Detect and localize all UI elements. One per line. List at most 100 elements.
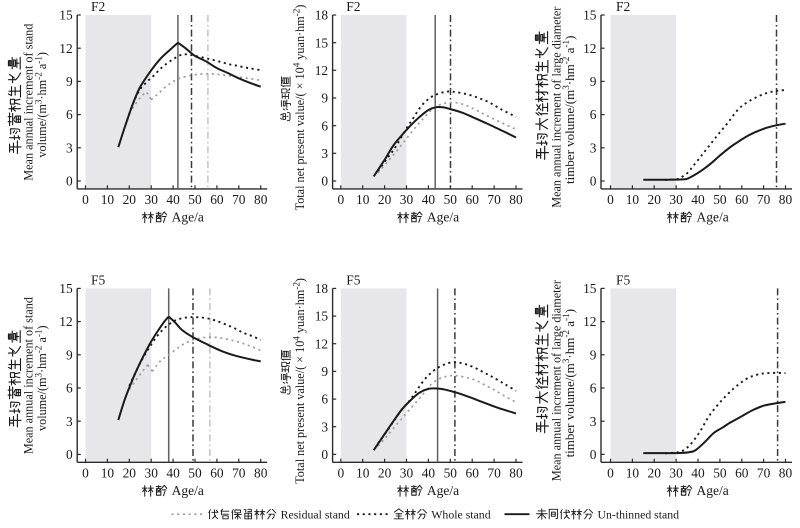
svg-text:3: 3 (590, 140, 597, 155)
svg-text:9: 9 (66, 347, 73, 362)
svg-text:F2: F2 (346, 0, 360, 14)
svg-text:50: 50 (188, 192, 202, 207)
svg-text:18: 18 (315, 281, 329, 296)
svg-text:40: 40 (691, 192, 705, 207)
svg-text:10: 10 (626, 466, 640, 481)
svg-text:80: 80 (779, 466, 793, 481)
svg-text:12: 12 (315, 336, 328, 351)
svg-text:12: 12 (59, 41, 72, 56)
svg-text:40: 40 (166, 192, 180, 207)
svg-text:60: 60 (210, 466, 224, 481)
svg-text:Age/a: Age/a (427, 483, 459, 498)
svg-text:30: 30 (669, 192, 683, 207)
svg-text:F2: F2 (91, 0, 105, 14)
svg-text:9: 9 (321, 364, 328, 379)
svg-text:40: 40 (422, 466, 436, 481)
svg-text:10: 10 (356, 192, 370, 207)
svg-text:0: 0 (321, 174, 328, 189)
svg-text:timber volume/(m3​·hm-2​ a-1​): timber volume/(m3​·hm-2​ a-1​) (561, 36, 577, 184)
svg-text:6: 6 (590, 381, 597, 396)
svg-text:15: 15 (59, 8, 73, 23)
svg-text:6: 6 (66, 381, 73, 396)
svg-text:30: 30 (669, 466, 683, 481)
svg-text:60: 60 (466, 466, 480, 481)
svg-text:Mean annual increment of stand: Mean annual increment of stand (22, 24, 36, 181)
svg-text:0: 0 (590, 174, 597, 189)
svg-text:12: 12 (583, 41, 596, 56)
svg-text:40: 40 (422, 192, 436, 207)
svg-text:Mean annual increment of stand: Mean annual increment of stand (22, 297, 36, 454)
svg-text:0: 0 (82, 466, 89, 481)
svg-text:70: 70 (757, 192, 771, 207)
svg-text:F2: F2 (616, 0, 630, 14)
svg-text:80: 80 (254, 192, 268, 207)
svg-text:Total net present value/( × 10: Total net present value/( × 104​ yuan·hm… (291, 5, 307, 211)
svg-text:timber volume/(m3​·hm-2​ a-1​): timber volume/(m3​·hm-2​ a-1​) (561, 309, 577, 457)
svg-text:0: 0 (607, 466, 614, 481)
svg-text:12: 12 (315, 63, 328, 78)
svg-text:20: 20 (123, 192, 137, 207)
svg-text:3: 3 (321, 146, 328, 161)
svg-text:10: 10 (356, 466, 370, 481)
svg-text:0: 0 (607, 192, 614, 207)
svg-text:6: 6 (321, 392, 328, 407)
svg-text:20: 20 (648, 466, 662, 481)
svg-text:60: 60 (210, 192, 224, 207)
svg-text:30: 30 (400, 192, 414, 207)
svg-text:F5: F5 (91, 272, 106, 287)
svg-text:15: 15 (583, 8, 597, 23)
svg-text:Un-thinned stand: Un-thinned stand (598, 507, 680, 521)
svg-text:50: 50 (188, 466, 202, 481)
svg-text:6: 6 (66, 107, 73, 122)
svg-text:0: 0 (82, 192, 89, 207)
svg-text:0: 0 (337, 192, 344, 207)
svg-text:80: 80 (779, 192, 793, 207)
svg-text:Total net present value/( × 10: Total net present value/( × 104​ yuan·hm… (291, 278, 307, 484)
svg-text:9: 9 (590, 74, 597, 89)
svg-text:40: 40 (691, 466, 705, 481)
svg-text:70: 70 (487, 466, 501, 481)
svg-text:9: 9 (66, 74, 73, 89)
svg-text:50: 50 (713, 192, 727, 207)
svg-text:Age/a: Age/a (172, 483, 204, 498)
svg-text:10: 10 (101, 466, 115, 481)
svg-text:Mean annual increment of large: Mean annual increment of large diameter (549, 7, 563, 208)
svg-text:12: 12 (583, 314, 596, 329)
svg-text:20: 20 (378, 192, 392, 207)
svg-text:0: 0 (66, 447, 73, 462)
svg-text:9: 9 (590, 347, 597, 362)
svg-text:F5: F5 (616, 272, 631, 287)
svg-text:3: 3 (66, 140, 73, 155)
svg-text:Residual stand: Residual stand (281, 507, 350, 521)
svg-text:40: 40 (166, 466, 180, 481)
svg-text:60: 60 (466, 192, 480, 207)
svg-text:3: 3 (66, 414, 73, 429)
svg-text:80: 80 (254, 466, 268, 481)
svg-text:3: 3 (321, 419, 328, 434)
svg-text:30: 30 (145, 466, 159, 481)
svg-text:50: 50 (713, 466, 727, 481)
svg-text:50: 50 (444, 192, 458, 207)
svg-text:0: 0 (66, 174, 73, 189)
svg-text:12: 12 (59, 314, 72, 329)
svg-text:20: 20 (123, 466, 137, 481)
svg-text:Age/a: Age/a (697, 210, 729, 225)
svg-text:Age/a: Age/a (427, 210, 459, 225)
svg-text:70: 70 (487, 192, 501, 207)
svg-text:70: 70 (757, 466, 771, 481)
svg-text:15: 15 (59, 281, 73, 296)
svg-text:volume/(m3​·hm-2​ a-1​): volume/(m3​·hm-2​ a-1​) (34, 325, 50, 431)
svg-text:6: 6 (590, 107, 597, 122)
svg-text:0: 0 (590, 447, 597, 462)
svg-text:0: 0 (321, 447, 328, 462)
svg-text:20: 20 (648, 192, 662, 207)
svg-text:6: 6 (321, 118, 328, 133)
svg-text:80: 80 (509, 466, 523, 481)
svg-text:9: 9 (321, 91, 328, 106)
svg-text:15: 15 (583, 281, 597, 296)
svg-text:18: 18 (315, 8, 329, 23)
svg-text:Mean annual increment of large: Mean annual increment of large diameter (549, 280, 563, 481)
svg-text:Age/a: Age/a (697, 483, 729, 498)
svg-text:volume/(m3​·hm-2​ a-1​): volume/(m3​·hm-2​ a-1​) (34, 52, 50, 158)
svg-text:3: 3 (590, 414, 597, 429)
